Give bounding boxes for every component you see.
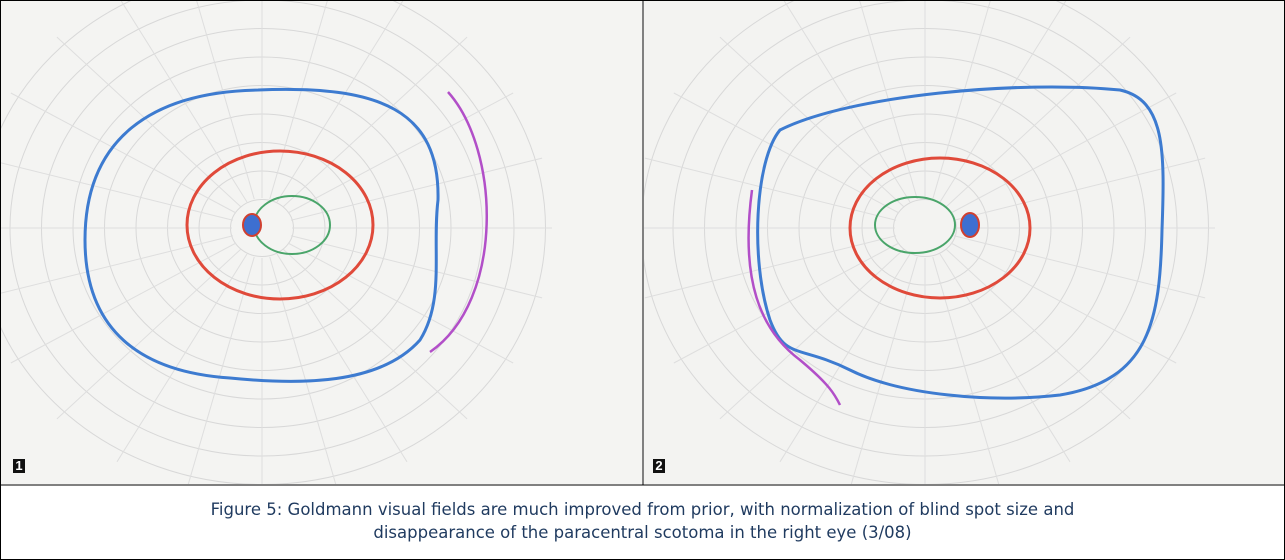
grid-line — [10, 92, 237, 214]
isopters — [83, 87, 488, 383]
grid-line — [950, 242, 1177, 364]
grid-line — [783, 1, 911, 203]
isopter-red — [848, 156, 1032, 300]
grid-line — [282, 36, 468, 208]
grid-line — [859, 1, 918, 200]
grid-line — [950, 92, 1177, 214]
grid-line — [276, 1, 404, 203]
grid-line — [945, 36, 1131, 208]
grid-line — [276, 253, 408, 463]
blind-spot — [242, 213, 262, 237]
grid-line — [116, 253, 248, 463]
grid-line — [719, 248, 905, 420]
panel-label-box — [13, 459, 25, 473]
panel-label: 1 — [15, 458, 22, 473]
isopter-green — [874, 196, 956, 254]
panel-label-box — [653, 459, 665, 473]
grid-line — [939, 1, 1067, 203]
grid-line — [932, 1, 991, 200]
grid-line — [56, 248, 242, 420]
isopters — [747, 85, 1165, 406]
grid-line — [779, 253, 911, 463]
panel-photo — [644, 1, 1284, 484]
grid-line — [282, 248, 468, 420]
grid-line — [269, 256, 337, 484]
grid-line — [269, 1, 328, 200]
grid-line — [290, 157, 543, 221]
isopter-magenta — [429, 91, 488, 354]
grid-line — [290, 235, 543, 299]
grid-line — [196, 1, 255, 200]
grid-line — [187, 256, 255, 484]
isopter-magenta — [747, 189, 842, 406]
isopter-red — [185, 149, 375, 301]
grid-line — [56, 36, 242, 208]
grid-line — [287, 242, 514, 364]
grid-line — [932, 256, 1000, 484]
grid-line — [953, 235, 1206, 299]
isopter-blue — [756, 85, 1165, 400]
grid-line — [945, 248, 1131, 420]
isopter-blue — [83, 87, 440, 383]
blind-spot — [960, 212, 980, 238]
caption-line: disappearance of the paracentral scotoma… — [373, 523, 912, 542]
caption: Figure 5: Goldmann visual fields are muc… — [0, 486, 1285, 544]
grid-line — [1, 162, 234, 221]
caption-line: Figure 5: Goldmann visual fields are muc… — [210, 500, 1075, 519]
panel-label: 2 — [655, 458, 662, 473]
grid-line — [939, 253, 1071, 463]
grid-line — [287, 92, 514, 214]
grid-line — [719, 36, 905, 208]
grid-line — [850, 256, 918, 484]
grid-line — [120, 1, 248, 203]
